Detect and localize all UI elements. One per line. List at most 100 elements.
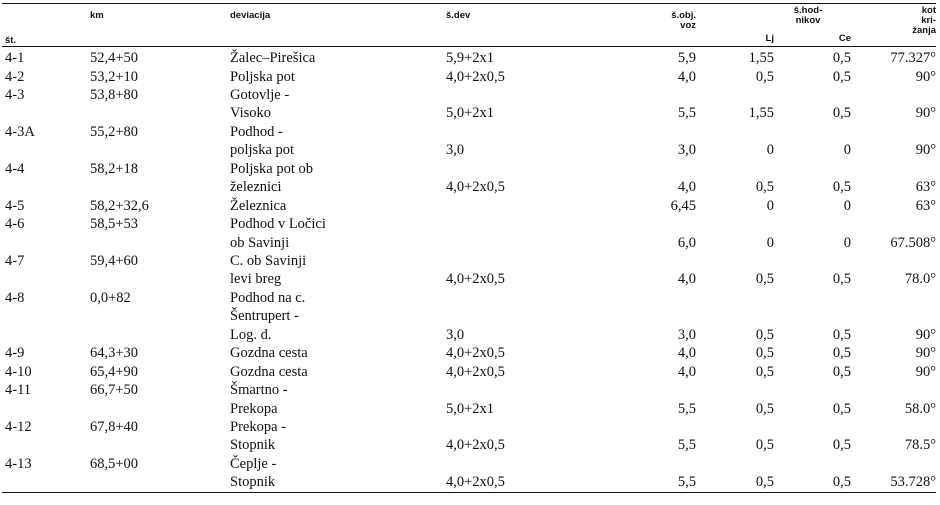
- cell-ce: 0: [843, 142, 851, 159]
- header-st: št.: [5, 35, 17, 46]
- header-km: km: [90, 10, 104, 21]
- cell-sobj: 5,5: [677, 400, 696, 417]
- header-sobj-line2: voz: [680, 20, 696, 31]
- cell-km: 52,4+50: [90, 50, 139, 66]
- cell-deviacija: Podhod na c.: [230, 289, 306, 306]
- cell-deviacija: Žalec–Pirešica: [230, 50, 316, 66]
- table-row: 4-6 58,5+53 Podhod v Ločici: [0, 216, 940, 233]
- bottom-rule: [2, 492, 936, 493]
- cell-lj: 1,55: [748, 50, 774, 66]
- cell-lj: 0: [766, 197, 774, 214]
- cell-ce: 0,5: [832, 363, 851, 380]
- cell-sobj: 4,0: [677, 68, 696, 85]
- table-row: Šentrupert -: [0, 308, 940, 325]
- cell-deviacija: Poljska pot: [230, 68, 295, 85]
- cell-deviacija: Gotovlje -: [230, 86, 290, 103]
- cell-st: 4-1: [5, 50, 25, 66]
- cell-ce: 0: [843, 197, 851, 214]
- table-row: 4-5 58,2+32,6 Železnica 6,45 0 0 63°: [0, 198, 940, 215]
- cell-lj: 0,5: [755, 437, 774, 454]
- header-sobj-line1: š.obj.: [671, 10, 696, 21]
- header-kot-line2: kri-: [921, 15, 936, 26]
- table-row: 4-10 65,4+90 Gozdna cesta 4,0+2x0,5 4,0 0,5 0,…: [0, 364, 940, 381]
- cell-lj: 0,5: [755, 179, 774, 196]
- cell-sdev: 4,0+2x0,5: [446, 68, 505, 85]
- cell-deviacija: Poljska pot ob: [230, 160, 313, 177]
- cell-km: 53,2+10: [90, 68, 139, 85]
- top-rule: [2, 3, 936, 4]
- cell-sdev: 4,0+2x0,5: [446, 179, 505, 196]
- cell-km: 58,2+32,6: [90, 197, 149, 214]
- cell-deviacija: Šentrupert -: [230, 308, 299, 325]
- table-row: 4-12 67,8+40 Prekopa -: [0, 419, 940, 436]
- table-row: 4-3A 55,2+80 Podhod -: [0, 124, 940, 141]
- header-shod-line2: nikov: [795, 15, 821, 26]
- cell-sdev: 5,9+2x1: [446, 50, 495, 66]
- cell-sdev: 3,0: [446, 326, 465, 343]
- cell-km: 64,3+30: [90, 345, 139, 362]
- cell-lj: 0,5: [755, 326, 774, 343]
- table-row: 4-2 53,2+10 Poljska pot 4,0+2x0,5 4,0 0,5 0,5 9…: [0, 69, 940, 86]
- cell-kot: 77.327°: [890, 50, 936, 66]
- header-lj: Lj: [765, 33, 774, 44]
- cell-deviacija: Podhod v Ločici: [230, 216, 326, 232]
- cell-sobj: 4,0: [677, 345, 696, 362]
- cell-km: 58,5+53: [90, 216, 139, 232]
- cell-st: 4-2: [5, 68, 25, 85]
- table-row: ob Savinji 6,0 0 0 67.508°: [0, 235, 940, 252]
- cell-kot: 63°: [915, 197, 936, 214]
- header-sdev: š.dev: [446, 10, 471, 21]
- header-rule: [2, 46, 936, 47]
- cell-st: 4-12: [5, 419, 32, 435]
- cell-sdev: 5,0+2x1: [446, 105, 495, 122]
- header-deviacija: deviacija: [230, 10, 271, 21]
- table-row: 4-3 53,8+80 Gotovlje -: [0, 87, 940, 104]
- header-kot-line1: kot: [921, 5, 936, 16]
- table-row: Visoko 5,0+2x1 5,5 1,55 0,5 90°: [0, 105, 940, 122]
- cell-st: 4-13: [5, 455, 32, 472]
- cell-km: 59,4+60: [90, 252, 139, 269]
- cell-kot: 90°: [915, 105, 936, 122]
- cell-sdev: 4,0+2x0,5: [446, 437, 505, 454]
- table-row: levi breg 4,0+2x0,5 4,0 0,5 0,5 78.0°: [0, 271, 940, 288]
- header-ce: Ce: [838, 33, 851, 44]
- cell-deviacija: Log. d.: [230, 326, 272, 343]
- cell-deviacija: C. ob Savinji: [230, 252, 307, 269]
- cell-deviacija: Železnica: [230, 197, 287, 214]
- cell-deviacija: Visoko: [230, 105, 272, 122]
- table-row: 4-9 64,3+30 Gozdna cesta 4,0+2x0,5 4,0 0,5 0,5…: [0, 345, 940, 362]
- cell-sobj: 6,45: [670, 197, 696, 214]
- cell-ce: 0,5: [832, 345, 851, 362]
- cell-lj: 0,5: [755, 474, 774, 491]
- cell-sobj: 5,5: [677, 105, 696, 122]
- cell-st: 4-7: [5, 252, 25, 269]
- table-row: Prekopa 5,0+2x1 5,5 0,5 0,5 58.0°: [0, 401, 940, 418]
- cell-kot: 90°: [915, 363, 936, 380]
- cell-kot: 78.5°: [904, 437, 936, 454]
- cell-ce: 0,5: [832, 326, 851, 343]
- table-row: 4-8 0,0+82 Podhod na c.: [0, 290, 940, 307]
- cell-st: 4-5: [5, 197, 25, 214]
- cell-ce: 0,5: [832, 437, 851, 454]
- cell-lj: 0: [766, 142, 774, 159]
- table-row: 4-13 68,5+00 Čeplje -: [0, 456, 940, 473]
- cell-deviacija: Stopnik: [230, 474, 276, 491]
- cell-ce: 0,5: [832, 400, 851, 417]
- cell-km: 53,8+80: [90, 86, 139, 103]
- table-row: Stopnik 4,0+2x0,5 5,5 0,5 0,5 53.728°: [0, 474, 940, 491]
- cell-kot: 78.0°: [904, 271, 936, 288]
- header-kot-line3: žanja: [912, 25, 936, 36]
- cell-st: 4-3A: [5, 123, 35, 140]
- cell-deviacija: Stopnik: [230, 437, 276, 454]
- cell-deviacija: Šmartno -: [230, 382, 288, 399]
- cell-ce: 0,5: [832, 474, 851, 491]
- cell-sobj: 3,0: [677, 326, 696, 343]
- cell-st: 4-8: [5, 289, 25, 306]
- cell-sdev: 5,0+2x1: [446, 400, 495, 417]
- table-row: 4-4 58,2+18 Poljska pot ob: [0, 161, 940, 178]
- cell-lj: 0,5: [755, 271, 774, 288]
- cell-lj: 0: [766, 234, 774, 251]
- cell-sobj: 4,0: [677, 271, 696, 288]
- table-row: Stopnik 4,0+2x0,5 5,5 0,5 0,5 78.5°: [0, 437, 940, 454]
